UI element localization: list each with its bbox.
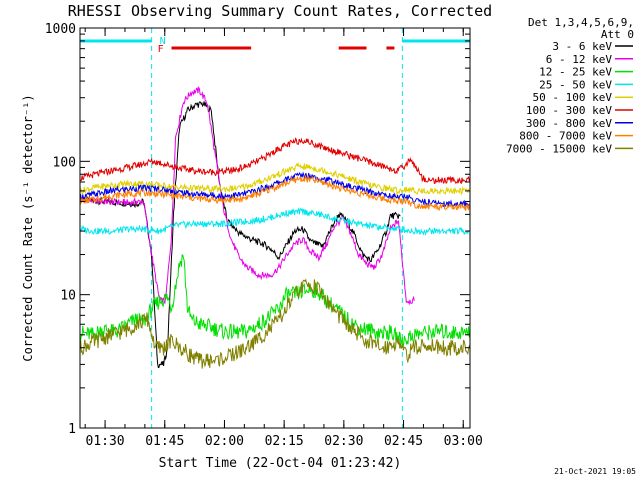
- y-tick-label: 10: [60, 289, 76, 304]
- legend-label: 800 - 7000 keV: [519, 130, 612, 143]
- y-axis: 1 10 100 1000: [45, 22, 470, 437]
- series-line: [80, 174, 471, 212]
- legend-label: 3 - 6 keV: [552, 40, 612, 53]
- legend-label: 50 - 100 keV: [533, 91, 613, 104]
- legend-label: 100 - 300 keV: [526, 104, 612, 117]
- x-tick-label: 02:45: [384, 434, 423, 449]
- chart-title: RHESSI Observing Summary Count Rates, Co…: [68, 2, 492, 20]
- night-label: N: [160, 36, 166, 47]
- legend-label: 7000 - 15000 keV: [506, 142, 612, 155]
- legend-label: 6 - 12 keV: [546, 53, 613, 66]
- y-axis-label: Corrected Count Rate (s⁻¹ detector⁻¹): [21, 94, 35, 361]
- legend-header-line-1: Det 1,3,4,5,6,9,: [528, 16, 634, 29]
- x-tick-label: 03:00: [444, 434, 483, 449]
- x-axis: 01:30 01:45 02:00 02:15 02:30 02:45 03:00: [84, 28, 483, 449]
- series-line: [79, 207, 471, 236]
- series-line: [79, 254, 471, 348]
- y-tick-label: 1000: [45, 22, 76, 37]
- legend-label: 12 - 25 keV: [539, 66, 612, 79]
- x-tick-label: 01:45: [145, 434, 184, 449]
- series-line: [79, 278, 471, 369]
- y-tick-label: 100: [53, 155, 76, 170]
- y-tick-label: 1: [68, 422, 76, 437]
- series-line: [79, 137, 471, 185]
- x-tick-label: 01:30: [86, 434, 125, 449]
- x-tick-label: 02:30: [324, 434, 363, 449]
- flare-label: F: [158, 44, 164, 55]
- timestamp: 21-Oct-2021 19:05: [554, 467, 636, 476]
- plot-frame: [79, 27, 471, 429]
- legend-header-line-2: Att 0: [601, 28, 634, 41]
- x-tick-label: 02:00: [205, 434, 244, 449]
- series-line: [79, 171, 471, 210]
- legend-label: 25 - 50 keV: [539, 78, 612, 91]
- series-line: [79, 85, 415, 306]
- x-tick-label: 02:15: [265, 434, 304, 449]
- legend-label: 300 - 800 keV: [526, 117, 612, 130]
- series-layer: [79, 85, 471, 369]
- x-axis-label: Start Time (22-Oct-04 01:23:42): [159, 456, 402, 471]
